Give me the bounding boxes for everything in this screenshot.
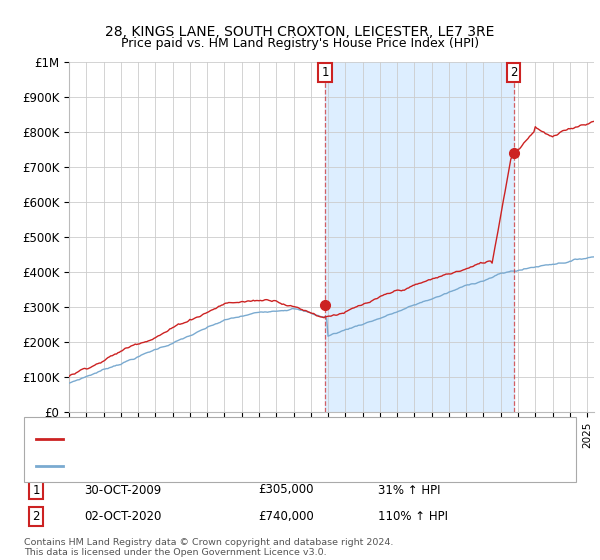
Text: 31% ↑ HPI: 31% ↑ HPI [378,483,440,497]
Text: 28, KINGS LANE, SOUTH CROXTON, LEICESTER, LE7 3RE: 28, KINGS LANE, SOUTH CROXTON, LEICESTER… [106,25,494,39]
Text: HPI: Average price, detached house, Charnwood: HPI: Average price, detached house, Char… [69,461,321,471]
Text: £740,000: £740,000 [258,510,314,523]
Text: 02-OCT-2020: 02-OCT-2020 [84,510,161,523]
Text: Contains HM Land Registry data © Crown copyright and database right 2024.
This d: Contains HM Land Registry data © Crown c… [24,538,394,557]
Text: 2: 2 [510,66,517,78]
Text: £305,000: £305,000 [258,483,314,497]
Text: 2: 2 [32,510,40,523]
Text: 110% ↑ HPI: 110% ↑ HPI [378,510,448,523]
Text: Price paid vs. HM Land Registry's House Price Index (HPI): Price paid vs. HM Land Registry's House … [121,37,479,50]
Text: 1: 1 [32,483,40,497]
Text: 28, KINGS LANE, SOUTH CROXTON, LEICESTER, LE7 3RE (detached house): 28, KINGS LANE, SOUTH CROXTON, LEICESTER… [69,434,455,444]
Text: 30-OCT-2009: 30-OCT-2009 [84,483,161,497]
Bar [325,62,514,412]
Text: 1: 1 [322,66,329,78]
